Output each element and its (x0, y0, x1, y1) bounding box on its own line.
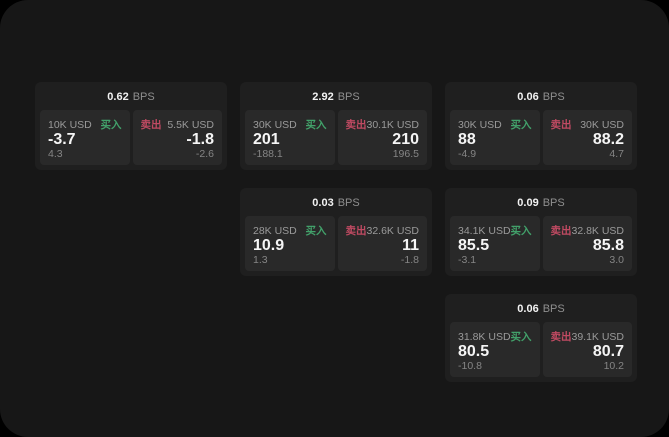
sell-side-label: 卖出 (140, 119, 162, 131)
sell-side-label: 卖出 (550, 225, 572, 237)
sell-side-label: 卖出 (550, 119, 572, 131)
buy-size-label: 30K USD (253, 118, 297, 131)
sell-size-label: 5.5K USD (167, 118, 214, 131)
sell-panel[interactable]: 卖出 32.8K USD 85.8 3.0 (542, 216, 632, 271)
buy-side-label: 买入 (305, 225, 327, 237)
bps-unit-label: BPS (337, 90, 360, 103)
buy-sell-panels: 30K USD 买入 201 -188.1 卖出 30.1K USD 210 1… (240, 108, 432, 170)
card-header: 0.03 BPS (240, 188, 432, 214)
buy-size-label: 10K USD (48, 118, 92, 131)
sell-price: 11 (402, 237, 419, 255)
sell-panel[interactable]: 卖出 5.5K USD -1.8 -2.6 (132, 110, 222, 165)
buy-sub-value: -4.9 (458, 147, 477, 160)
buy-panel[interactable]: 10K USD 买入 -3.7 4.3 (40, 110, 130, 165)
quote-card-2: 2.92 BPS 30K USD 买入 201 -188.1 卖出 30.1K … (240, 82, 432, 170)
card-header: 0.09 BPS (445, 188, 637, 214)
sell-panel[interactable]: 卖出 30K USD 88.2 4.7 (542, 110, 632, 165)
buy-size-label: 31.8K USD (458, 330, 511, 343)
sell-panel[interactable]: 卖出 30.1K USD 210 196.5 (337, 110, 427, 165)
quote-card-4: 0.03 BPS 28K USD 买入 10.9 1.3 卖出 32.6K US… (240, 188, 432, 276)
buy-sub-value: -188.1 (253, 147, 283, 160)
buy-sell-panels: 30K USD 买入 88 -4.9 卖出 30K USD 88.2 4.7 (445, 108, 637, 170)
buy-size-label: 28K USD (253, 224, 297, 237)
card-header: 2.92 BPS (240, 82, 432, 108)
buy-price: 10.9 (253, 237, 285, 255)
sell-price: 85.8 (592, 237, 624, 255)
quote-card-5: 0.09 BPS 34.1K USD 买入 85.5 -3.1 卖出 32.8K… (445, 188, 637, 276)
bps-unit-label: BPS (542, 90, 565, 103)
sell-size-label: 30K USD (580, 118, 624, 131)
quote-card-1: 0.62 BPS 10K USD 买入 -3.7 4.3 卖出 5.5K USD (35, 82, 227, 170)
buy-size-label: 34.1K USD (458, 224, 511, 237)
bps-spread-value: 0.03 (312, 196, 334, 209)
bps-spread-value: 0.09 (517, 196, 539, 209)
sell-side-label: 卖出 (345, 119, 367, 131)
sell-sub-value: -1.8 (400, 253, 419, 266)
sell-size-label: 32.8K USD (571, 224, 625, 237)
card-header: 0.06 BPS (445, 294, 637, 320)
bps-unit-label: BPS (337, 196, 360, 209)
buy-sub-value: 4.3 (48, 147, 63, 160)
buy-size-label: 30K USD (458, 118, 502, 131)
buy-panel[interactable]: 31.8K USD 买入 80.5 -10.8 (450, 322, 540, 377)
buy-panel[interactable]: 30K USD 买入 201 -188.1 (245, 110, 335, 165)
buy-side-label: 买入 (510, 225, 532, 237)
sell-size-label: 30.1K USD (366, 118, 420, 131)
buy-sell-panels: 28K USD 买入 10.9 1.3 卖出 32.6K USD 11 -1.8 (240, 214, 432, 276)
buy-side-label: 买入 (305, 119, 327, 131)
sell-side-label: 卖出 (345, 225, 367, 237)
buy-side-label: 买入 (510, 119, 532, 131)
sell-price: 80.7 (592, 343, 624, 361)
quote-card-6: 0.06 BPS 31.8K USD 买入 80.5 -10.8 卖出 39.1… (445, 294, 637, 382)
buy-side-label: 买入 (100, 119, 122, 131)
sell-sub-value: 196.5 (392, 147, 419, 160)
bps-unit-label: BPS (542, 196, 565, 209)
buy-sub-value: -10.8 (458, 359, 482, 372)
buy-sell-panels: 10K USD 买入 -3.7 4.3 卖出 5.5K USD -1.8 -2.… (35, 108, 227, 170)
sell-sub-value: 4.7 (609, 147, 624, 160)
buy-sell-panels: 31.8K USD 买入 80.5 -10.8 卖出 39.1K USD 80.… (445, 320, 637, 382)
quote-card-3: 0.06 BPS 30K USD 买入 88 -4.9 卖出 30K USD (445, 82, 637, 170)
buy-price: -3.7 (48, 131, 76, 149)
card-header: 0.06 BPS (445, 82, 637, 108)
sell-size-label: 39.1K USD (571, 330, 625, 343)
buy-sub-value: -3.1 (458, 253, 477, 266)
sell-sub-value: 3.0 (609, 253, 624, 266)
sell-size-label: 32.6K USD (366, 224, 420, 237)
bps-spread-value: 2.92 (312, 90, 334, 103)
buy-side-label: 买入 (510, 331, 532, 343)
buy-panel[interactable]: 28K USD 买入 10.9 1.3 (245, 216, 335, 271)
sell-sub-value: -2.6 (195, 147, 214, 160)
sell-price: 210 (392, 131, 419, 149)
bps-unit-label: BPS (542, 302, 565, 315)
quote-card-grid: 0.62 BPS 10K USD 买入 -3.7 4.3 卖出 5.5K USD (35, 82, 637, 382)
buy-price: 201 (253, 131, 280, 149)
sell-panel[interactable]: 卖出 39.1K USD 80.7 10.2 (542, 322, 632, 377)
sell-sub-value: 10.2 (603, 359, 624, 372)
bps-unit-label: BPS (132, 90, 155, 103)
sell-side-label: 卖出 (550, 331, 572, 343)
bps-spread-value: 0.06 (517, 302, 539, 315)
buy-sell-panels: 34.1K USD 买入 85.5 -3.1 卖出 32.8K USD 85.8… (445, 214, 637, 276)
buy-panel[interactable]: 30K USD 买入 88 -4.9 (450, 110, 540, 165)
buy-sub-value: 1.3 (253, 253, 268, 266)
buy-price: 80.5 (458, 343, 490, 361)
card-header: 0.62 BPS (35, 82, 227, 108)
buy-price: 85.5 (458, 237, 490, 255)
buy-panel[interactable]: 34.1K USD 买入 85.5 -3.1 (450, 216, 540, 271)
bps-spread-value: 0.62 (107, 90, 129, 103)
buy-price: 88 (458, 131, 476, 149)
sell-price: 88.2 (592, 131, 624, 149)
bps-spread-value: 0.06 (517, 90, 539, 103)
sell-panel[interactable]: 卖出 32.6K USD 11 -1.8 (337, 216, 427, 271)
sell-price: -1.8 (186, 131, 214, 149)
